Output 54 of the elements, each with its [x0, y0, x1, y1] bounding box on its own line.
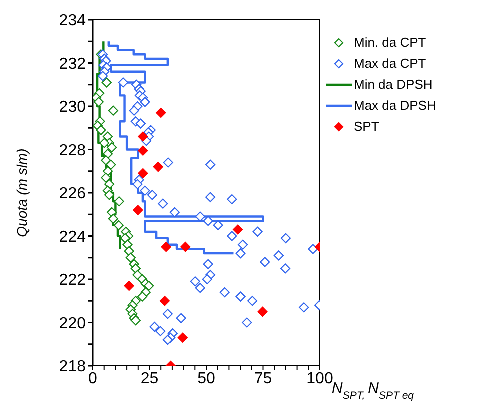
point: [107, 142, 118, 153]
legend-label: Min da DPSH: [354, 77, 433, 92]
point: [233, 224, 244, 235]
y-tick-label: 222: [59, 272, 86, 290]
point: [101, 156, 112, 166]
point: [114, 220, 124, 230]
point: [138, 168, 148, 179]
point: [96, 125, 106, 136]
point: [124, 246, 134, 256]
point: [138, 132, 148, 142]
x-tick-label: 0: [88, 370, 98, 388]
point: [160, 296, 170, 306]
legend-label: Min. da CPT: [354, 35, 426, 50]
point: [102, 78, 112, 88]
x-tick-label: 75: [254, 370, 272, 388]
y-tick-label: 228: [59, 142, 86, 160]
y-tick-label: 234: [59, 12, 86, 30]
y-tick-label: 224: [59, 228, 86, 246]
y-axis-title: Quota (m slm): [14, 148, 30, 238]
point: [104, 190, 115, 200]
point: [94, 97, 104, 108]
y-tick-label: 218: [59, 358, 86, 376]
y-tick-label: 232: [59, 56, 86, 73]
point: [130, 264, 141, 274]
point: [258, 306, 268, 317]
point: [126, 252, 136, 263]
point: [102, 149, 114, 160]
point: [138, 146, 148, 156]
y-tick-label: 230: [59, 99, 86, 116]
x-tick-label: 25: [140, 370, 159, 388]
y-tick-label: 226: [59, 186, 86, 203]
point: [108, 106, 118, 116]
point: [178, 332, 188, 343]
x-tick-label: 50: [198, 370, 216, 388]
legend-label: Max da DPSH: [354, 98, 436, 113]
point: [161, 242, 172, 252]
point: [133, 205, 144, 216]
point: [153, 162, 164, 172]
point: [137, 292, 148, 302]
point: [156, 108, 166, 118]
point: [108, 214, 118, 224]
point: [180, 242, 191, 252]
x-axis-title: N$_{SPT,}$ N$_{SPT eq}$: [332, 380, 414, 402]
y-tick-label: 220: [59, 315, 86, 332]
point: [124, 280, 134, 292]
point: [144, 280, 154, 292]
x-tick-label: 100: [306, 370, 334, 388]
legend-label: SPT: [354, 119, 380, 134]
point: [130, 316, 141, 326]
point: [106, 160, 116, 170]
point: [101, 172, 112, 183]
point: [100, 138, 110, 148]
point: [114, 196, 124, 207]
legend-label: Max da CPT: [354, 56, 426, 71]
